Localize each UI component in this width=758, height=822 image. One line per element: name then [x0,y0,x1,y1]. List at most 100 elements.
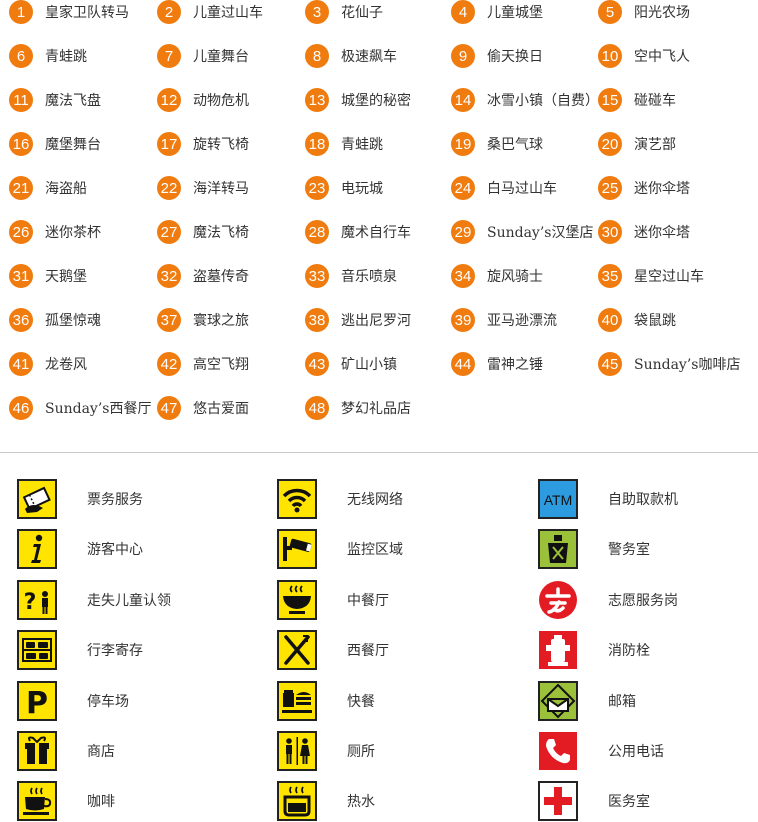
attraction-name: 电玩城 [341,181,383,197]
legend-label: 快餐 [347,693,375,710]
svg-text:ATM: ATM [544,492,573,508]
attraction-number-badge: 47 [157,396,181,420]
police-icon [538,529,578,570]
legend-label: 无线网络 [347,492,403,508]
svg-text:?: ? [24,590,37,615]
attraction-number-badge: 10 [598,44,622,68]
lost-child-icon: ? [17,579,57,620]
attraction-number-badge: 5 [598,0,622,24]
attraction-name: 海盗船 [45,181,87,197]
attraction-name: 逃出尼罗河 [341,313,411,329]
attraction-number-badge: 36 [9,308,33,332]
wifi-icon [277,479,317,519]
legend-label: 医务室 [608,794,650,811]
legend-label: 票务服务 [87,492,143,508]
legend: 票务服务 无线网络 ATM 自助取款机 游客中心 监控区域 警务室? 走失儿童认领 中餐厅 志愿服… [0,470,758,822]
attraction-number-badge: 48 [305,396,329,420]
attraction-item: 36 孤堡惊魂 [9,307,101,333]
fastfood-icon [277,680,317,721]
attraction-name: 迷你伞塔 [634,181,690,197]
attraction-name: 空中飞人 [634,49,690,65]
legend-label: 热水 [347,794,375,811]
attraction-name: 亚马逊漂流 [487,313,557,329]
attraction-name: 偷天换日 [487,49,543,65]
attraction-item: 9 偷天换日 [451,43,543,69]
attraction-name: 高空飞翔 [193,357,249,373]
attraction-name: 儿童过山车 [193,5,263,21]
legend-item: 邮箱 [538,680,748,722]
attraction-name: 儿童舞台 [193,49,249,65]
info-icon [17,529,57,570]
attraction-item: 33 音乐喷泉 [305,263,397,289]
attraction-number-badge: 39 [451,308,475,332]
attraction-number-badge: 11 [9,88,33,112]
attraction-name: 悠古爱面 [193,401,249,417]
attraction-item: 46 Sunday’s西餐厅 [9,395,151,421]
attraction-name: 阳光农场 [634,5,690,21]
attraction-item: 39 亚马逊漂流 [451,307,557,333]
attraction-item: 27 魔法飞椅 [157,219,249,245]
divider [0,452,758,453]
attraction-name: 旋转飞椅 [193,137,249,153]
attraction-number-badge: 1 [9,0,33,24]
mailbox-icon [538,680,578,721]
attraction-item: 31 天鹅堡 [9,263,87,289]
attraction-name: 儿童城堡 [487,5,543,21]
attraction-item: 3 花仙子 [305,0,383,25]
legend-item: P 停车场 [17,680,227,722]
legend-label: 走失儿童认领 [87,592,171,609]
cctv-icon [277,529,317,570]
attraction-item: 48 梦幻礼品店 [305,395,411,421]
attraction-name: 城堡的秘密 [341,93,411,109]
legend-item: 商店 [17,730,227,772]
attraction-item: 13 城堡的秘密 [305,87,411,113]
legend-item: 咖啡 [17,780,227,822]
attraction-item: 45 Sunday’s咖啡店 [598,351,740,377]
attraction-name: 极速飙车 [341,49,397,65]
attraction-name: 梦幻礼品店 [341,401,411,417]
attraction-item: 35 星空过山车 [598,263,704,289]
legend-item: 中餐厅 [277,579,487,621]
medical-icon [538,781,578,822]
attraction-name: 音乐喷泉 [341,269,397,285]
attraction-name: Sunday’s汉堡店 [487,225,594,241]
legend-item: 票务服务 [17,478,227,520]
attraction-name: 演艺部 [634,137,676,153]
attraction-number-badge: 27 [157,220,181,244]
attraction-item: 42 高空飞翔 [157,351,249,377]
attraction-number-badge: 20 [598,132,622,156]
attraction-item: 37 寰球之旅 [157,307,249,333]
attraction-item: 34 旋风骑士 [451,263,543,289]
attraction-name: 雷神之锤 [487,357,543,373]
attraction-name: 魔法飞盘 [45,93,101,109]
attraction-name: 魔术自行车 [341,225,411,241]
attraction-number-badge: 9 [451,44,475,68]
legend-item: ? 走失儿童认领 [17,579,227,621]
attraction-item: 23 电玩城 [305,175,383,201]
legend-label: 自助取款机 [608,492,678,508]
attraction-number-badge: 14 [451,88,475,112]
attraction-item: 28 魔术自行车 [305,219,411,245]
attraction-item: 21 海盗船 [9,175,87,201]
attraction-number-badge: 29 [451,220,475,244]
attraction-name: 桑巴气球 [487,137,543,153]
attraction-item: 17 旋转飞椅 [157,131,249,157]
attraction-number-badge: 41 [9,352,33,376]
luggage-icon [17,630,57,671]
attraction-number-badge: 8 [305,44,329,68]
legend-label: 厕所 [347,744,375,760]
attraction-name: 青蛙跳 [45,49,87,65]
attraction-item: 41 龙卷风 [9,351,87,377]
attraction-name: 皇家卫队转马 [45,5,129,21]
attraction-item: 2 儿童过山车 [157,0,263,25]
attraction-item: 8 极速飙车 [305,43,397,69]
svg-text:P: P [26,686,48,721]
legend-label: 公用电话 [608,744,664,760]
attraction-name: 冰雪小镇（自费） [487,93,599,109]
attraction-number-badge: 31 [9,264,33,288]
legend-label: 游客中心 [87,542,143,559]
attraction-name: 花仙子 [341,5,383,21]
attraction-number-badge: 42 [157,352,181,376]
attraction-name: 魔法飞椅 [193,225,249,241]
attraction-name: 迷你伞塔 [634,225,690,241]
